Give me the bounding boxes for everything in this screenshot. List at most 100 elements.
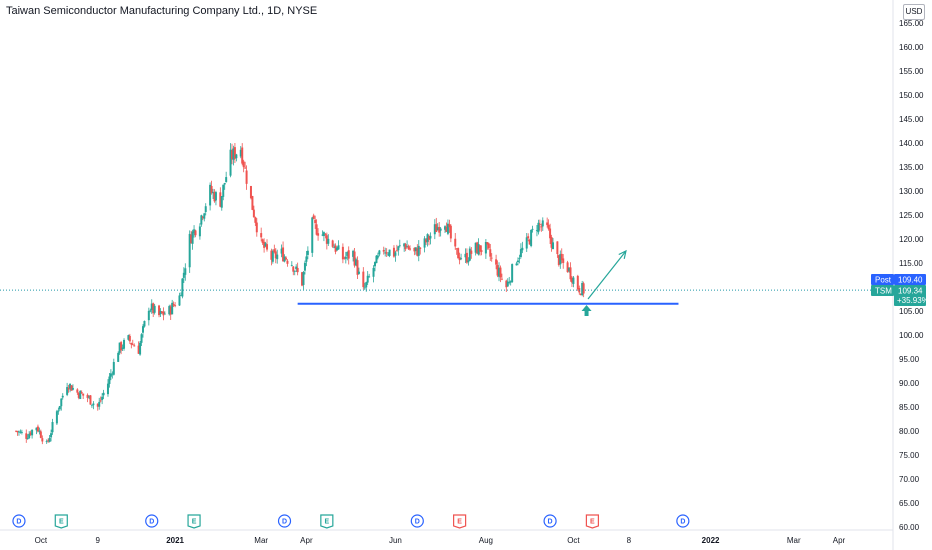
candle-body [60, 398, 63, 407]
candle-body [102, 392, 105, 396]
candle-body [484, 241, 487, 254]
candle-body [395, 250, 398, 252]
candle-body [296, 267, 299, 273]
y-tick-label: 70.00 [899, 475, 920, 484]
candle-body [559, 254, 562, 265]
y-tick-label: 90.00 [899, 379, 920, 388]
candle-body [347, 250, 350, 259]
candle-body [141, 326, 144, 333]
candle-body [67, 388, 70, 390]
candle-body [82, 393, 85, 396]
earnings-marker-icon[interactable] [54, 514, 68, 529]
earnings-marker-label: E [590, 519, 595, 526]
dividend-marker-icon[interactable] [145, 514, 159, 528]
ticker-tag-change: +35.93% [897, 296, 929, 305]
dividend-marker-icon[interactable] [410, 514, 424, 528]
candlestick-series [15, 143, 585, 445]
dividend-marker-icon[interactable] [12, 514, 26, 528]
candle-body [528, 239, 531, 245]
candle-body [458, 257, 461, 261]
candle-body [101, 396, 104, 400]
dividend-marker-label: D [282, 519, 287, 526]
candle-body [444, 226, 447, 230]
candle-body [547, 224, 550, 230]
candle-body [120, 342, 123, 351]
candle-body [179, 295, 182, 296]
candle-body [322, 232, 325, 237]
candle-body [414, 247, 417, 251]
candle-body [505, 280, 508, 288]
candle-body [551, 242, 554, 250]
earnings-marker-icon[interactable] [187, 514, 201, 529]
price-axis[interactable]: 60.00 65.00 70.00 75.00 80.00 85.00 90.00 95.00… [892, 0, 924, 550]
candle-body [321, 234, 324, 236]
candle-body [454, 238, 457, 247]
candle-body [293, 270, 296, 272]
ticker-price-value-tag [894, 285, 926, 306]
candle-body [439, 228, 442, 231]
candle-body [560, 253, 563, 261]
y-tick-label: 145.00 [899, 115, 924, 124]
candle-body [427, 236, 430, 240]
candle-body [121, 347, 124, 350]
candle-body [198, 226, 201, 237]
candle-body [111, 373, 114, 375]
candle-body [445, 226, 448, 232]
projection-arrow-line[interactable] [587, 250, 627, 300]
y-tick-label: 130.00 [899, 187, 924, 196]
candle-body [331, 240, 334, 247]
earnings-marker-label: E [192, 519, 197, 526]
candle-body [163, 313, 166, 315]
dividend-marker-icon[interactable] [277, 514, 292, 528]
candle-body [324, 234, 327, 236]
time-axis[interactable]: Oct 9 2021 Mar Apr Jun Aug Oct 8 2022 Mar Apr [0, 529, 893, 545]
candle-body [214, 192, 217, 201]
candle-body [334, 245, 337, 252]
earnings-marker-label: E [59, 519, 64, 526]
chart-drawings[interactable] [0, 249, 893, 316]
candle-body [540, 226, 543, 228]
projection-arrow-head [618, 249, 627, 259]
candle-body [261, 239, 264, 243]
dividend-marker-icon[interactable] [676, 514, 690, 528]
earnings-marker-icon[interactable] [453, 514, 467, 529]
candle-body [413, 247, 416, 252]
candle-body [446, 223, 449, 234]
candle-body [283, 256, 286, 262]
candle-body [406, 246, 409, 248]
candle-body [212, 191, 215, 194]
candle-body [128, 335, 131, 342]
candle-body [327, 238, 330, 244]
y-tick-label: 65.00 [899, 499, 920, 508]
candle-body [527, 236, 530, 239]
candle-body [36, 426, 39, 432]
candle-body [538, 224, 541, 225]
candle-body [71, 388, 74, 390]
candle-body [569, 267, 572, 280]
candle-body [356, 260, 359, 275]
candle-body [29, 432, 32, 435]
candle-body [169, 306, 172, 315]
candle-body [429, 235, 432, 239]
candle-body [449, 225, 452, 239]
x-tick-label: Aug [479, 536, 493, 545]
candle-body [579, 293, 582, 296]
candle-body [508, 281, 511, 283]
candle-body [336, 247, 339, 251]
currency-button[interactable]: USD [903, 4, 925, 20]
candle-body [519, 249, 522, 257]
candle-body [210, 185, 213, 193]
candle-body [576, 275, 579, 290]
y-tick-label: 75.00 [899, 451, 920, 460]
candle-body [213, 191, 216, 202]
candle-body [200, 215, 203, 225]
candle-body [140, 334, 143, 343]
earnings-marker-icon[interactable] [585, 514, 599, 529]
candle-body [368, 276, 371, 278]
earnings-marker-icon[interactable] [320, 514, 334, 529]
dividend-marker-icon[interactable] [543, 514, 557, 528]
candle-body [479, 245, 482, 252]
candle-body [417, 245, 420, 256]
